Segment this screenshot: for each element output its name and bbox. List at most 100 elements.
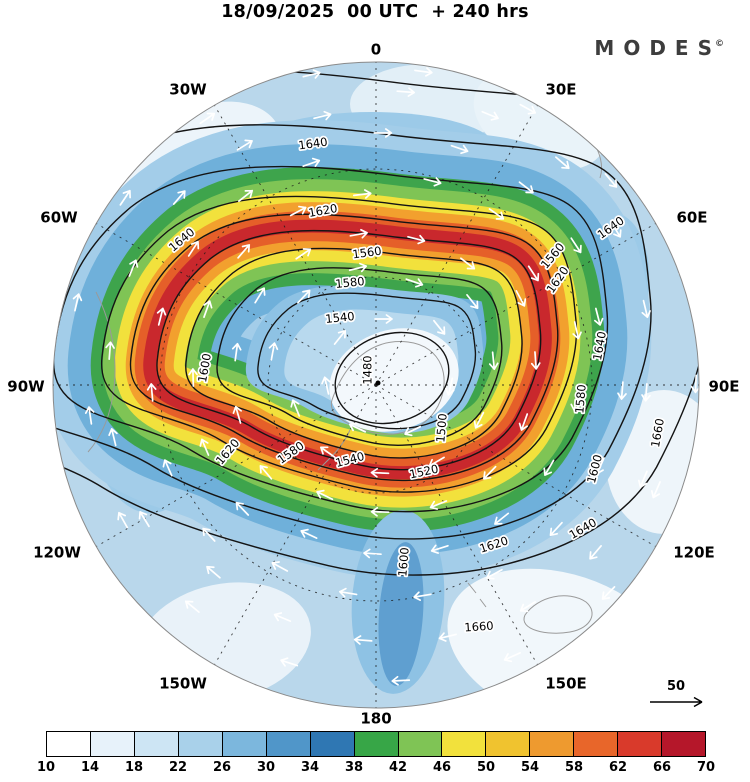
wind-arrow-icon bbox=[295, 248, 312, 260]
wind-arrow-icon bbox=[515, 290, 527, 307]
wind-arrow-icon bbox=[268, 342, 279, 361]
wind-arrow-icon bbox=[202, 527, 216, 542]
wind-arrow-icon bbox=[187, 240, 200, 257]
wind-arrow-icon bbox=[391, 675, 411, 686]
colorbar-tick: 58 bbox=[564, 760, 584, 775]
wind-arrow-icon bbox=[235, 501, 250, 516]
contour-label: 1540 bbox=[325, 309, 356, 326]
pole-marker bbox=[375, 380, 381, 386]
wind-scale: 50 bbox=[650, 679, 703, 708]
wind-arrow-icon bbox=[237, 244, 251, 259]
map-interior: 1640162015601580154014801500152015401580… bbox=[53, 62, 699, 708]
wind-arrow-icon bbox=[349, 422, 367, 433]
wind-arrow-icon bbox=[433, 319, 446, 335]
colorbar-cell bbox=[486, 732, 531, 756]
wind-arrow-icon bbox=[593, 307, 604, 326]
wind-arrow-icon bbox=[156, 307, 167, 326]
colorbar-cell bbox=[47, 732, 91, 756]
colorbar-tick: 34 bbox=[300, 760, 320, 775]
wind-arrow-icon bbox=[348, 262, 368, 273]
colorbar-cell bbox=[530, 732, 575, 756]
wind-arrow-icon bbox=[117, 511, 129, 529]
wind-arrow-icon bbox=[486, 568, 503, 580]
wind-arrow-icon bbox=[232, 405, 242, 424]
longitude-label-120E: 120E bbox=[673, 544, 715, 562]
wind-arrow-icon bbox=[460, 257, 476, 270]
wind-arrow-icon bbox=[373, 128, 393, 138]
wind-arrow-icon bbox=[146, 383, 157, 402]
wind-arrow-icon bbox=[138, 511, 150, 528]
colorbar-cell bbox=[310, 732, 355, 756]
wind-arrow-icon bbox=[321, 376, 331, 395]
wind-arrow-icon bbox=[172, 190, 186, 205]
wind-arrow-icon bbox=[413, 591, 432, 602]
wind-arrows bbox=[72, 67, 699, 686]
wind-arrow-icon bbox=[641, 299, 651, 319]
longitude-label-180: 180 bbox=[360, 710, 391, 728]
wind-arrow-icon bbox=[601, 586, 616, 600]
wind-arrow-icon bbox=[405, 278, 424, 288]
wind-arrow-icon bbox=[519, 103, 537, 115]
wind-arrow-icon bbox=[184, 600, 200, 613]
longitude-label-90W: 90W bbox=[7, 378, 45, 396]
colorbar-cell bbox=[266, 732, 311, 756]
longitude-label-30W: 30W bbox=[169, 81, 207, 99]
wind-arrow-icon bbox=[594, 457, 605, 475]
contour-label: 1660 bbox=[464, 618, 494, 634]
wind-arrow-icon bbox=[414, 67, 433, 77]
wind-arrow-icon bbox=[589, 545, 602, 560]
modes-logo-text: MODES bbox=[594, 36, 721, 60]
wind-arrow-icon bbox=[128, 259, 139, 277]
colorbar-tick: 54 bbox=[520, 760, 540, 775]
wind-arrow-icon bbox=[604, 173, 618, 188]
colorbar-tick: 66 bbox=[652, 760, 672, 775]
longitude-label-120W: 120W bbox=[33, 544, 81, 562]
wind-arrow-icon bbox=[338, 587, 358, 598]
colorbar-tick: 22 bbox=[168, 760, 188, 775]
longitude-label-30E: 30E bbox=[545, 81, 576, 99]
chart-title: 18/09/2025 00 UTC + 240 hrs bbox=[221, 2, 529, 22]
colorbar bbox=[46, 731, 706, 757]
wind-arrow-icon bbox=[617, 381, 627, 400]
wind-arrow-icon bbox=[407, 234, 426, 245]
colorbar-cell bbox=[398, 732, 443, 756]
colorbar-cell bbox=[354, 732, 399, 756]
wind-arrow-icon bbox=[300, 528, 318, 539]
colorbar-tick: 62 bbox=[608, 760, 628, 775]
wind-arrow-icon bbox=[423, 177, 442, 187]
wind-arrow-icon bbox=[610, 221, 622, 238]
wind-arrow-icon bbox=[237, 189, 254, 203]
wind-arrow-icon bbox=[259, 465, 273, 480]
longitude-label-150E: 150E bbox=[545, 675, 587, 693]
wind-arrow-icon bbox=[650, 481, 661, 499]
colorbar-cell bbox=[134, 732, 179, 756]
wind-arrow-icon bbox=[231, 342, 242, 362]
contour-label: 1500 bbox=[433, 413, 449, 443]
wind-arrow-icon bbox=[637, 470, 648, 488]
colorbar-cell bbox=[90, 732, 135, 756]
wind-arrow-icon bbox=[302, 69, 321, 79]
wind-arrow-icon bbox=[527, 265, 540, 282]
colorbar-tick: 10 bbox=[36, 760, 56, 775]
longitude-labels-group: 0 30E 60E 90E 120E 150E 180 150W 120W 90W 60W 30W bbox=[7, 41, 739, 728]
colorbar-cell bbox=[178, 732, 223, 756]
colorbar-cell bbox=[442, 732, 487, 756]
wind-arrow-icon bbox=[199, 438, 210, 456]
wind-arrow-icon bbox=[349, 228, 368, 239]
wind-arrow-icon bbox=[555, 156, 570, 170]
wind-arrow-icon bbox=[370, 506, 390, 517]
wind-arrow-icon bbox=[105, 341, 115, 361]
wind-arrow-icon bbox=[503, 652, 521, 663]
contour-label: 1600 bbox=[395, 547, 411, 577]
wind-scale-arrow-icon bbox=[650, 696, 703, 708]
colorbar-tick-labels: 10 14 18 22 26 30 34 38 42 46 50 54 58 62 66 70 bbox=[37, 760, 715, 778]
wind-arrow-icon bbox=[430, 544, 449, 554]
wind-arrow-icon bbox=[271, 561, 289, 572]
modes-logo: MODES© bbox=[594, 36, 724, 60]
wind-arrow-icon bbox=[316, 489, 334, 501]
wind-arrow-icon bbox=[289, 205, 307, 217]
colorbar-tick: 38 bbox=[344, 760, 364, 775]
wind-arrow-icon bbox=[518, 181, 534, 194]
wind-arrow-icon bbox=[72, 293, 83, 312]
